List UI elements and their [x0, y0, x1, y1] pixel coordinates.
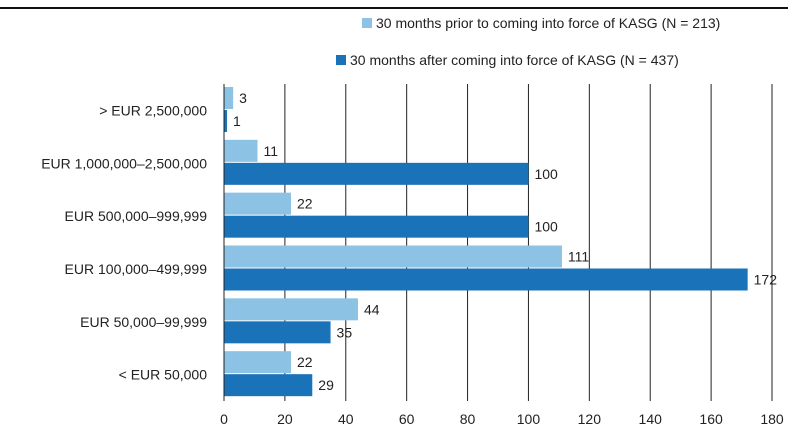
bar-prior — [224, 298, 358, 321]
category-label: EUR 50,000–99,999 — [80, 314, 207, 330]
legend-swatch-after — [336, 55, 346, 65]
legend: 30 months prior to coming into force of … — [336, 15, 720, 68]
data-label: 1 — [233, 113, 241, 129]
legend-label-after: 30 months after coming into force of KAS… — [350, 52, 679, 68]
x-tick-label: 120 — [578, 411, 602, 427]
bar-after — [224, 215, 529, 238]
data-label: 44 — [364, 301, 380, 317]
x-tick-label: 40 — [338, 411, 354, 427]
x-tick-label: 160 — [699, 411, 723, 427]
data-label: 100 — [534, 166, 558, 182]
bar-prior — [224, 192, 291, 215]
category-label: EUR 100,000–499,999 — [65, 261, 208, 277]
data-label: 11 — [263, 143, 278, 159]
x-axis-tick-labels: 0 20 40 60 80 100 120 140 160 180 — [220, 411, 784, 427]
category-labels: > EUR 2,500,000 EUR 1,000,000–2,500,000 EU… — [41, 102, 207, 382]
bar-prior — [224, 351, 291, 374]
data-label: 22 — [297, 354, 313, 370]
data-label: 172 — [754, 272, 778, 288]
bar-prior — [224, 245, 562, 268]
bar-after — [224, 374, 313, 397]
x-tick-label: 80 — [460, 411, 476, 427]
legend-label-prior: 30 months prior to coming into force of … — [376, 15, 720, 31]
bar-after — [224, 268, 748, 291]
category-label: > EUR 2,500,000 — [99, 102, 207, 118]
x-tick-label: 100 — [517, 411, 541, 427]
data-label: 29 — [318, 377, 334, 393]
bars — [224, 87, 748, 397]
x-tick-label: 0 — [220, 411, 228, 427]
x-tick-label: 60 — [399, 411, 415, 427]
bar-prior — [224, 87, 234, 109]
bar-after — [224, 321, 331, 344]
data-label: 3 — [239, 90, 247, 106]
data-label: 22 — [297, 196, 313, 212]
x-tick-label: 180 — [760, 411, 784, 427]
data-label: 35 — [337, 324, 353, 340]
bar-prior — [224, 139, 258, 162]
data-label: 100 — [534, 219, 558, 235]
category-label: EUR 1,000,000–2,500,000 — [41, 155, 207, 171]
category-label: EUR 500,000–999,999 — [65, 208, 208, 224]
x-tick-label: 20 — [277, 411, 293, 427]
bar-after — [224, 162, 529, 185]
x-tick-label: 140 — [639, 411, 663, 427]
gridlines — [284, 84, 773, 401]
data-label: 111 — [568, 249, 589, 265]
category-label: < EUR 50,000 — [119, 367, 208, 383]
legend-swatch-prior — [362, 18, 372, 28]
bar-after — [224, 110, 228, 132]
